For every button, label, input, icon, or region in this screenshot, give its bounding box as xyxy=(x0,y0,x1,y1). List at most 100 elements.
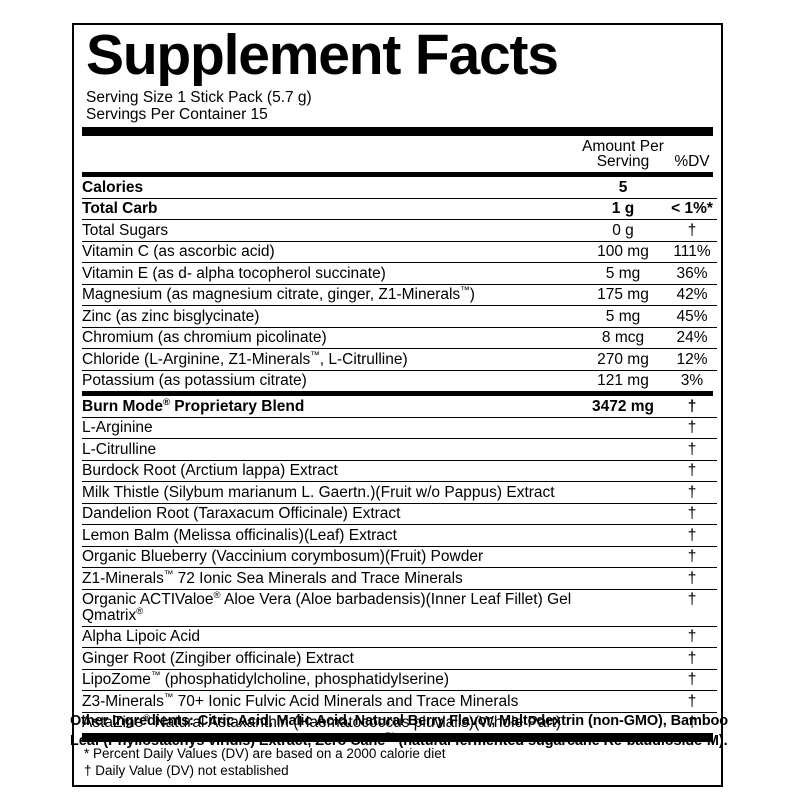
blend-ingredient-amount xyxy=(579,588,667,626)
blend-ingredient-name: LipoZome™ (phosphatidylcholine, phosphat… xyxy=(82,668,579,691)
nutrient-daily-value: 12% xyxy=(667,348,717,370)
blend-ingredient-name: Milk Thistle (Silybum marianum L. Gaertn… xyxy=(82,481,579,503)
nutrient-amount: 175 mg xyxy=(579,283,667,306)
blend-ingredient-amount xyxy=(579,438,667,460)
nutrient-name: Vitamin E (as d- alpha tocopherol succin… xyxy=(82,262,579,284)
table-row: Potassium (as potassium citrate) 121 mg 3% xyxy=(82,369,717,391)
serving-info: Serving Size 1 Stick Pack (5.7 g) Servin… xyxy=(86,89,713,123)
blend-ingredient-daily-value: † xyxy=(667,690,717,712)
nutrient-name: Total Carb xyxy=(82,197,579,220)
table-row: Z1-Minerals™ 72 Ionic Sea Minerals and T… xyxy=(82,567,717,589)
divider-thick-top xyxy=(82,127,713,136)
table-row: LipoZome™ (phosphatidylcholine, phosphat… xyxy=(82,668,717,691)
blend-ingredient-amount xyxy=(579,647,667,669)
blend-ingredient-name: L-Citrulline xyxy=(82,438,579,460)
blend-ingredient-name: Alpha Lipoic Acid xyxy=(82,625,579,648)
nutrient-daily-value: < 1%* xyxy=(667,197,717,220)
nutrient-daily-value xyxy=(667,177,717,198)
blend-ingredient-daily-value: † xyxy=(667,588,717,626)
blend-table: Burn Mode® Proprietary Blend 3472 mg † L-Ar… xyxy=(82,396,717,733)
blend-ingredient-name: Dandelion Root (Taraxacum Officinale) Ex… xyxy=(82,502,579,525)
nutrient-name: Vitamin C (as ascorbic acid) xyxy=(82,240,579,263)
blend-ingredient-daily-value: † xyxy=(667,625,717,648)
nutrient-name: Calories xyxy=(82,178,144,196)
nutrient-name: Zinc (as zinc bisglycinate) xyxy=(82,305,579,327)
facts-table: Amount Per Serving %DV xyxy=(82,136,717,172)
table-row: Milk Thistle (Silybum marianum L. Gaertn… xyxy=(82,481,717,503)
blend-ingredient-daily-value: † xyxy=(667,502,717,525)
blend-ingredient-daily-value: † xyxy=(667,647,717,669)
blend-amount: 3472 mg xyxy=(591,397,655,415)
blend-ingredient-daily-value: † xyxy=(667,545,717,568)
table-row: Zinc (as zinc bisglycinate) 5 mg 45% xyxy=(82,305,717,327)
divider-medium xyxy=(82,172,713,177)
facts-panel: Supplement Facts Serving Size 1 Stick Pa… xyxy=(72,23,723,787)
page-title: Supplement Facts xyxy=(86,23,559,87)
blend-ingredient-name: Organic ACTIValoe® Aloe Vera (Aloe barba… xyxy=(82,588,579,626)
blend-ingredient-amount xyxy=(579,416,667,439)
nutrient-amount: 0 g xyxy=(579,219,667,241)
blend-ingredient-name: L-Arginine xyxy=(82,416,579,439)
blend-ingredient-daily-value: † xyxy=(667,481,717,503)
other-ingredients: Other Ingredients: Citric Acid, Malic Ac… xyxy=(70,712,730,751)
blend-ingredient-name: Z3-Minerals™ 70+ Ionic Fulvic Acid Miner… xyxy=(82,690,579,712)
nutrient-amount: 121 mg xyxy=(579,369,667,391)
blend-ingredient-name: AstaZine® Natural Astaxanthin (Haematoco… xyxy=(82,711,579,733)
blend-ingredient-name: Z1-Minerals™ 72 Ionic Sea Minerals and T… xyxy=(82,567,579,589)
header-percent-dv: %DV xyxy=(674,153,710,170)
blend-ingredient-name: Organic Blueberry (Vaccinium corymbosum)… xyxy=(82,545,579,568)
blend-ingredient-daily-value: † xyxy=(667,416,717,439)
nutrient-daily-value: 111% xyxy=(667,240,717,263)
servings-per-container: Servings Per Container 15 xyxy=(86,106,268,123)
blend-ingredient-name: Lemon Balm (Melissa officinalis)(Leaf) E… xyxy=(82,524,579,546)
nutrient-amount: 5 mg xyxy=(579,262,667,284)
table-row: Magnesium (as magnesium citrate, ginger,… xyxy=(82,283,717,306)
nutrient-daily-value: 36% xyxy=(667,262,717,284)
serving-size: Serving Size 1 Stick Pack (5.7 g) xyxy=(86,89,312,106)
nutrient-name: Magnesium (as magnesium citrate, ginger,… xyxy=(82,283,579,306)
blend-ingredient-amount xyxy=(579,459,667,482)
nutrient-name: Chromium (as chromium picolinate) xyxy=(82,326,579,349)
table-row: Total Carb 1 g < 1%* xyxy=(82,197,717,220)
nutrient-daily-value: † xyxy=(667,219,717,241)
blend-ingredient-amount xyxy=(579,545,667,568)
table-row: Vitamin C (as ascorbic acid) 100 mg 111% xyxy=(82,240,717,263)
table-row: Ginger Root (Zingiber officinale) Extrac… xyxy=(82,647,717,669)
table-row: Chloride (L-Arginine, Z1-Minerals™, L-Ci… xyxy=(82,348,717,370)
nutrient-daily-value: 3% xyxy=(667,369,717,391)
nutrient-amount: 1 g xyxy=(579,197,667,220)
blend-ingredient-amount xyxy=(579,625,667,648)
blend-ingredient-daily-value: † xyxy=(667,567,717,589)
nutrient-amount: 100 mg xyxy=(579,240,667,263)
footnote-asterisk: * Percent Daily Values (DV) are based on… xyxy=(84,746,446,761)
other-ingredients-label: Other Ingredients: xyxy=(70,713,194,729)
blend-ingredient-name: Burdock Root (Arctium lappa) Extract xyxy=(82,459,579,482)
table-row: L-Arginine † xyxy=(82,416,717,439)
header-amount-per-serving: Amount Per Serving xyxy=(582,137,664,170)
nutrient-amount: 8 mcg xyxy=(579,326,667,349)
table-row: Chromium (as chromium picolinate) 8 mcg 24… xyxy=(82,326,717,349)
blend-ingredient-amount xyxy=(579,524,667,546)
table-row: Dandelion Root (Taraxacum Officinale) Ex… xyxy=(82,502,717,525)
nutrient-name: Potassium (as potassium citrate) xyxy=(82,369,579,391)
table-row: Calories 5 xyxy=(82,177,717,198)
other-ingredients-text: Citric Acid, Malic Acid, Natural Berry F… xyxy=(70,713,729,749)
blend-ingredient-daily-value: † xyxy=(667,438,717,460)
blend-daily-value: † xyxy=(687,397,697,415)
blend-header-row: Burn Mode® Proprietary Blend 3472 mg † xyxy=(82,396,717,417)
nutrient-amount: 5 xyxy=(618,178,628,196)
nutrient-name: Chloride (L-Arginine, Z1-Minerals™, L-Ci… xyxy=(82,348,579,370)
divider-bottom xyxy=(82,733,713,742)
blend-ingredient-amount xyxy=(579,481,667,503)
blend-ingredient-daily-value: † xyxy=(667,668,717,691)
table-row: Vitamin E (as d- alpha tocopherol succin… xyxy=(82,262,717,284)
table-row: Total Sugars 0 g † xyxy=(82,219,717,241)
table-row: L-Citrulline † xyxy=(82,438,717,460)
header-name xyxy=(82,136,579,172)
nutrient-amount: 5 mg xyxy=(579,305,667,327)
table-row: Organic ACTIValoe® Aloe Vera (Aloe barba… xyxy=(82,588,717,626)
blend-ingredient-daily-value: † xyxy=(667,459,717,482)
footnotes: * Percent Daily Values (DV) are based on… xyxy=(84,746,713,779)
blend-ingredient-amount xyxy=(579,690,667,712)
